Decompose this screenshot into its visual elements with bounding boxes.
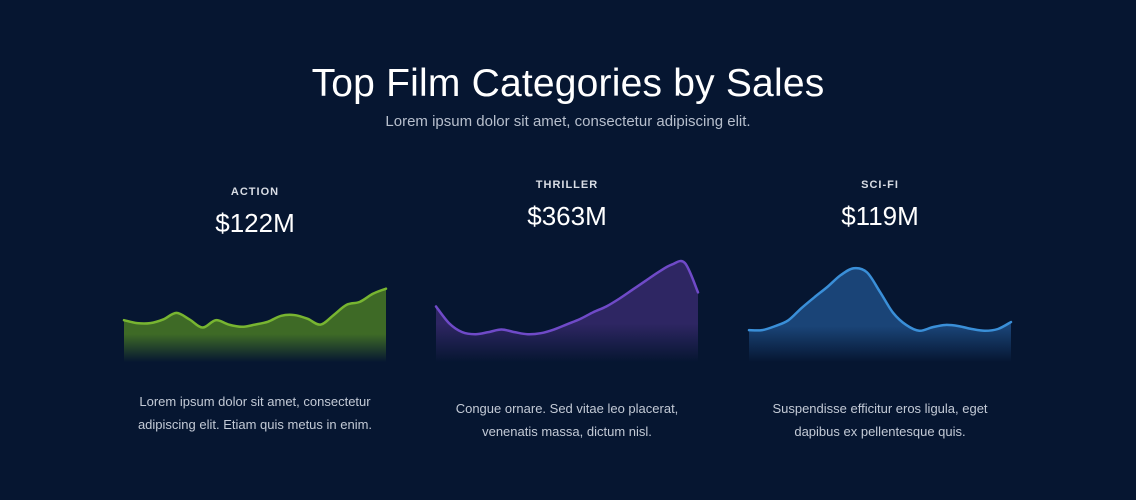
category-card-thriller: THRILLER $363M Congue ornare. Sed vitae … <box>434 173 700 473</box>
category-sales-value: $363M <box>527 201 607 231</box>
series-area-fill <box>749 268 1011 362</box>
category-card-action: ACTION $122M Lorem ipsum dolor sit amet,… <box>122 180 388 480</box>
sales-area-chart <box>747 266 1013 362</box>
category-sales-value: $122M <box>215 208 295 238</box>
category-label: SCI-FI <box>861 179 899 191</box>
category-label: THRILLER <box>535 179 599 191</box>
category-card-sci-fi: SCI-FI $119M Suspendisse efficitur eros … <box>747 173 1013 473</box>
category-sales-value: $119M <box>841 201 919 231</box>
page-subtitle: Lorem ipsum dolor sit amet, consectetur … <box>385 113 751 130</box>
series-line <box>434 259 700 336</box>
series-line <box>122 287 388 329</box>
series-area-fill <box>436 261 698 362</box>
category-description: Lorem ipsum dolor sit amet, consectetur … <box>137 394 373 432</box>
series-line <box>747 266 1013 332</box>
sales-area-chart <box>434 259 700 362</box>
category-description: Suspendisse efficitur eros ligula, eget … <box>772 401 988 439</box>
category-label: ACTION <box>230 186 280 198</box>
category-description: Congue ornare. Sed vitae leo placerat, v… <box>455 401 679 439</box>
page-title: Top Film Categories by Sales <box>311 62 825 105</box>
sales-area-chart <box>122 287 388 362</box>
